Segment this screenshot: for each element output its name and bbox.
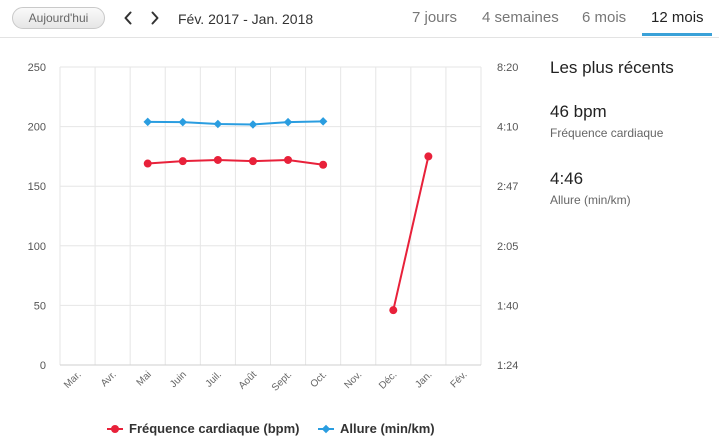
x-axis-tick-label: Mai: [135, 369, 154, 388]
tab-12-months[interactable]: 12 mois: [651, 9, 704, 26]
tab-7-days[interactable]: 7 jours: [412, 9, 458, 26]
left-axis-tick-label: 50: [34, 300, 46, 312]
right-axis-tick-label: 4:10: [497, 122, 518, 134]
date-range-label: Fév. 2017 - Jan. 2018: [178, 11, 314, 27]
chart: 0 1:24 50 1:40 100 2:05 150 2:47 200 4:10 250 8:20 M…: [28, 62, 519, 394]
recent-title: Les plus récents: [550, 58, 674, 77]
legend-heart-rate[interactable]: Fréquence cardiaque (bpm): [107, 421, 299, 436]
chart-legend: Fréquence cardiaque (bpm) Allure (min/km…: [0, 421, 719, 441]
heart-rate-point: [389, 306, 398, 315]
heart-rate-point: [424, 152, 433, 161]
heart-rate-point: [143, 159, 152, 168]
x-axis-tick-label: Juil.: [204, 369, 224, 389]
heart-rate-point: [284, 155, 293, 164]
x-axis-tick-label: Mar.: [62, 369, 84, 391]
x-axis-tick-label: Fév.: [449, 369, 470, 390]
active-tab-indicator: [642, 33, 712, 36]
legend-heart-rate-marker: [107, 424, 123, 433]
series-line-1: [147, 120, 324, 126]
legend-pace-label: Allure (min/km): [340, 421, 435, 436]
right-axis-tick-label: 1:40: [497, 300, 518, 312]
toolbar: Aujourd'hui Fév. 2017 - Jan. 2018 7 jour…: [0, 0, 719, 38]
tab-6-months[interactable]: 6 mois: [582, 9, 627, 26]
right-axis-tick-label: 1:24: [497, 360, 518, 372]
legend-pace[interactable]: Allure (min/km): [318, 421, 435, 436]
heart-rate-point: [213, 155, 222, 164]
pace-point: [213, 119, 223, 129]
left-axis-tick-label: 200: [28, 122, 46, 134]
heart-rate-label: Fréquence cardiaque: [550, 126, 664, 140]
right-axis-tick-label: 2:47: [497, 181, 518, 193]
today-button[interactable]: Aujourd'hui: [12, 7, 105, 29]
pace-point: [248, 120, 258, 129]
pace-point: [143, 117, 152, 127]
pace-point: [178, 117, 188, 127]
right-axis-tick-label: 2:05: [497, 241, 518, 253]
heart-rate-value: 46 bpm: [550, 102, 607, 121]
heart-rate-point: [248, 157, 257, 166]
pace-point: [283, 117, 293, 127]
legend-pace-marker: [318, 424, 334, 433]
recent-panel-title: Les plus récents: [550, 58, 674, 78]
pace-label: Allure (min/km): [550, 193, 631, 207]
x-axis-tick-label: Sept.: [270, 369, 294, 393]
heart-rate-point: [178, 157, 187, 166]
x-axis-tick-label: Juin: [168, 369, 189, 390]
right-axis-tick-label: 8:20: [497, 62, 518, 74]
chevron-left-icon[interactable]: [121, 9, 135, 27]
series-line-0: [392, 156, 430, 311]
left-axis-tick-label: 100: [28, 241, 46, 253]
pace-point: [318, 117, 328, 126]
chevron-right-icon[interactable]: [148, 9, 162, 27]
x-axis-tick-label: Déc.: [377, 369, 399, 391]
x-axis-tick-label: Août: [237, 369, 259, 391]
legend-heart-rate-label: Fréquence cardiaque (bpm): [129, 421, 300, 436]
left-axis-tick-label: 250: [28, 62, 46, 74]
x-axis-tick-label: Jan.: [413, 369, 434, 390]
heart-rate-point: [319, 160, 328, 169]
x-axis-tick-label: Nov.: [343, 369, 365, 391]
series-line-0: [147, 158, 324, 166]
x-axis-tick-label: Oct.: [308, 369, 329, 390]
tab-4-weeks[interactable]: 4 semaines: [482, 9, 559, 26]
left-axis-tick-label: 0: [40, 360, 46, 372]
left-axis-tick-label: 150: [28, 181, 46, 193]
pace-value: 4:46: [550, 169, 584, 188]
x-axis-tick-label: Avr.: [99, 369, 119, 389]
